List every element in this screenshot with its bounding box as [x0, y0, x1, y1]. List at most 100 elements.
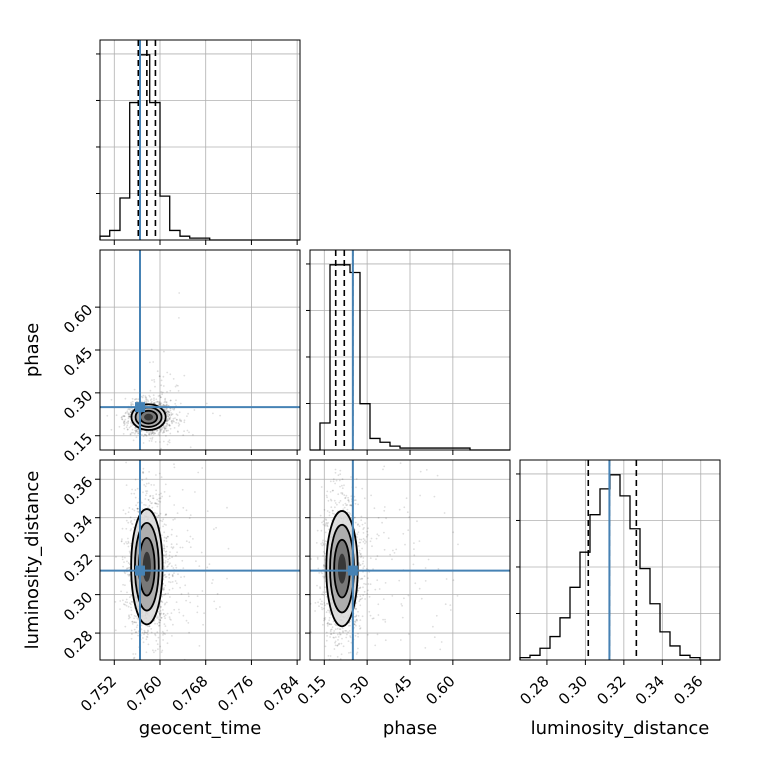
scatter-point — [363, 565, 366, 568]
scatter-point — [367, 527, 369, 530]
scatter-point — [167, 410, 169, 412]
scatter-point — [144, 494, 147, 497]
scatter-point — [200, 551, 203, 554]
histogram-luminosity_distance — [519, 474, 720, 661]
scatter-point — [175, 582, 178, 585]
scatter-point — [129, 580, 132, 582]
scatter-point — [148, 471, 151, 473]
x-tick-label: 0.30 — [555, 672, 591, 708]
scatter-point — [436, 474, 439, 477]
scatter-point — [325, 543, 327, 545]
scatter-point — [149, 395, 151, 398]
scatter-point — [124, 418, 127, 421]
scatter-point — [355, 615, 358, 618]
scatter-point — [364, 662, 366, 664]
scatter-point — [123, 420, 125, 423]
scatter-point — [189, 546, 192, 549]
scatter-point — [137, 507, 139, 510]
scatter-point — [130, 431, 133, 434]
scatter-point — [166, 424, 169, 426]
scatter-point — [147, 671, 149, 673]
scatter-point — [151, 436, 154, 439]
scatter-point — [456, 595, 459, 597]
scatter-point — [354, 502, 357, 505]
scatter-point — [147, 629, 149, 632]
scatter-point — [159, 501, 162, 503]
scatter-point — [130, 425, 132, 428]
scatter-point — [158, 394, 161, 397]
scatter-point — [322, 607, 325, 610]
scatter-point — [361, 577, 364, 580]
scatter-point — [160, 404, 163, 407]
scatter-point — [328, 514, 331, 517]
scatter-point — [163, 594, 165, 596]
scatter-point — [124, 584, 126, 587]
scatter-point — [321, 521, 323, 524]
scatter-point — [169, 409, 172, 412]
scatter-point — [163, 426, 165, 429]
scatter-point — [434, 676, 436, 678]
scatter-point — [324, 617, 327, 619]
scatter-point — [115, 556, 117, 558]
scatter-point — [339, 485, 341, 488]
scatter-point — [163, 615, 166, 618]
scatter-point — [166, 403, 168, 406]
scatter-point — [171, 573, 174, 576]
scatter-point — [146, 625, 149, 628]
scatter-point — [179, 586, 182, 589]
scatter-point — [439, 648, 442, 651]
scatter-point — [320, 529, 323, 532]
scatter-point — [208, 563, 211, 565]
scatter-point — [341, 484, 343, 487]
scatter-point — [162, 587, 165, 590]
scatter-point — [186, 415, 188, 417]
scatter-point — [127, 422, 129, 425]
scatter-point — [369, 614, 372, 617]
scatter-point — [135, 430, 138, 432]
scatter-point — [170, 413, 173, 416]
scatter-point — [181, 559, 184, 562]
scatter-point — [143, 633, 145, 636]
scatter-point — [145, 482, 148, 485]
scatter-point — [324, 618, 326, 621]
scatter-point — [167, 415, 170, 418]
truth-marker — [347, 565, 358, 576]
scatter-point — [158, 612, 161, 615]
scatter-point — [165, 411, 168, 413]
scatter-point — [171, 413, 174, 415]
scatter-point — [399, 639, 402, 641]
scatter-point — [124, 601, 127, 603]
scatter-point — [334, 482, 336, 485]
scatter-point — [362, 540, 365, 543]
scatter-point — [158, 402, 160, 405]
scatter-point — [145, 434, 148, 436]
scatter-point — [162, 518, 165, 521]
scatter-point — [149, 437, 152, 440]
scatter-point — [143, 503, 146, 506]
scatter-point — [363, 527, 365, 529]
scatter-point — [129, 661, 131, 663]
panel-frame — [99, 39, 301, 241]
scatter-point — [168, 554, 171, 557]
scatter-point — [124, 603, 126, 606]
scatter-point — [187, 412, 190, 415]
scatter-point — [178, 292, 181, 294]
scatter-point — [156, 430, 158, 432]
scatter-point — [173, 504, 176, 506]
scatter-point — [362, 594, 365, 597]
scatter-point — [165, 537, 168, 540]
scatter-point — [152, 649, 154, 652]
scatter-point — [124, 397, 127, 400]
scatter-point — [321, 603, 324, 606]
scatter-point — [133, 388, 136, 391]
scatter-point — [161, 649, 164, 652]
y-tick-label: 0.30 — [60, 386, 96, 422]
scatter-point — [154, 633, 156, 635]
scatter-point — [188, 541, 191, 544]
scatter-point — [156, 401, 159, 403]
scatter-point — [173, 572, 175, 574]
scatter-point — [155, 493, 158, 496]
scatter-point — [324, 645, 327, 648]
scatter-point — [124, 625, 127, 628]
scatter-point — [168, 495, 171, 498]
